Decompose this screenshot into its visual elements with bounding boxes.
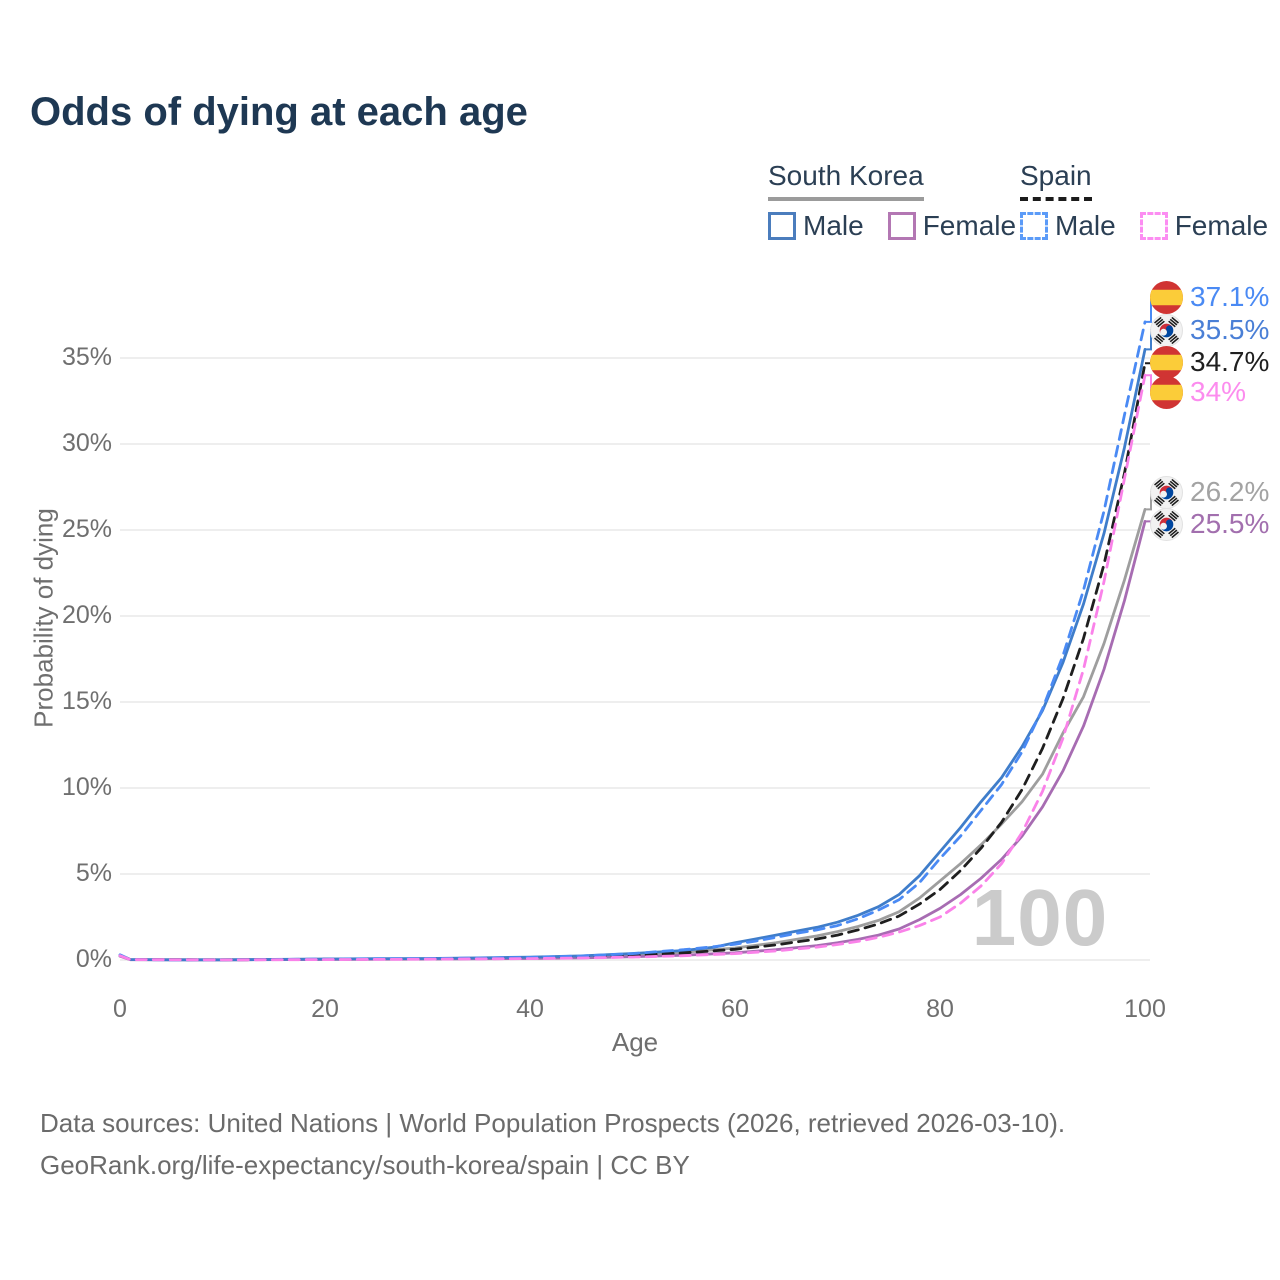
y-tick-label: 0% [75,945,112,973]
end-value-kr_m: 35.5% [1190,314,1270,345]
end-label-kr_f[interactable]: 25.5% [1150,507,1269,541]
end-value-kr_f: 25.5% [1190,508,1270,539]
age-watermark: 100 [971,873,1109,962]
south-korea-flag-icon [1150,313,1183,347]
y-tick-label: 10% [61,773,112,801]
end-value-es_f: 34% [1190,376,1247,407]
legend-label-es-male[interactable]: Male [1055,210,1116,241]
legend-label-es-female[interactable]: Female [1174,210,1269,241]
legend-swatch-kr-male[interactable] [768,212,796,240]
south-korea-flag-icon [1150,475,1183,509]
legend-group-south-korea: South Korea Male Female [768,160,1040,242]
y-tick-label: 20% [61,601,112,629]
end-value-kr_all: 26.2% [1190,476,1270,507]
end-value-es_m: 37.1% [1190,281,1270,312]
end-label-kr_all[interactable]: 26.2% [1150,475,1269,509]
x-tick-label: 20 [311,995,339,1023]
y-tick-label: 5% [75,859,112,887]
end-label-kr_m[interactable]: 35.5% [1150,313,1269,347]
legend-title-spain[interactable]: Spain [1020,160,1092,201]
end-label-es_f[interactable]: 34% [1150,375,1246,409]
legend-group-spain: Spain Male Female [1020,160,1280,242]
series-line-kr_all[interactable] [118,508,1147,962]
y-tick-label: 15% [61,687,112,715]
end-label-es_m[interactable]: 37.1% [1150,280,1269,314]
attribution-text: GeoRank.org/life-expectancy/south-korea/… [40,1150,690,1180]
series-line-kr_f[interactable] [118,520,1147,962]
legend-swatch-es-female[interactable] [1139,212,1168,240]
y-tick-label: 30% [61,429,112,457]
legend-swatch-kr-female[interactable] [887,212,916,240]
legend-title-south-korea[interactable]: South Korea [768,160,924,201]
spain-flag-icon [1150,280,1183,314]
x-axis-title: Age [611,1027,659,1057]
legend-label-kr-female[interactable]: Female [922,210,1017,241]
series-line-es_m[interactable] [118,320,1147,962]
spain-flag-icon [1150,345,1183,379]
legend-label-kr-male[interactable]: Male [803,210,864,241]
end-label-es_all[interactable]: 34.7% [1150,345,1269,379]
series-line-es_f[interactable] [118,373,1147,962]
x-tick-label: 80 [926,995,954,1023]
x-tick-label: 60 [721,995,749,1023]
south-korea-flag-icon [1150,507,1183,541]
end-value-es_all: 34.7% [1190,346,1270,377]
legend-swatch-es-male[interactable] [1020,212,1048,240]
data-source-text: Data sources: United Nations | World Pop… [40,1108,1066,1138]
y-tick-label: 25% [61,515,112,543]
y-tick-label: 35% [61,343,112,371]
page-title: Odds of dying at each age [30,90,528,134]
x-tick-label: 100 [1124,995,1166,1023]
x-tick-label: 0 [113,995,127,1023]
x-tick-label: 40 [516,995,544,1023]
spain-flag-icon [1150,375,1183,409]
